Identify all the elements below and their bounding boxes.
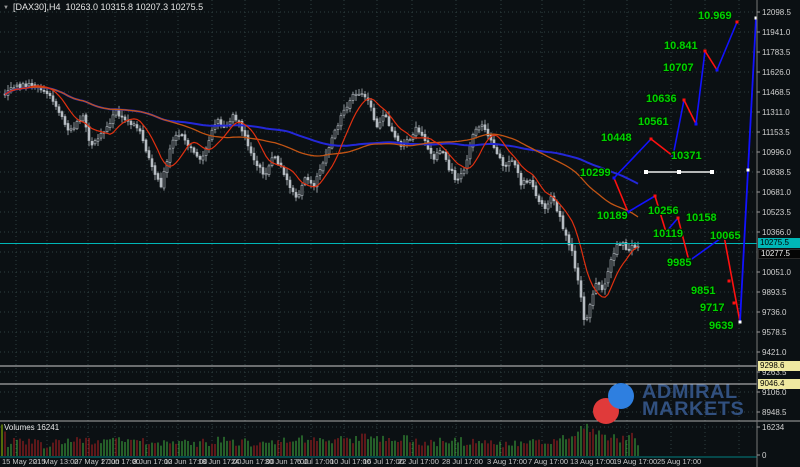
candles-layer [3,79,640,326]
time-axis-label: 6 Jul 17:00 [297,457,334,466]
time-axis-label: 24 Jun 17:00 [231,457,274,466]
projection-level-label: 9717 [700,302,724,314]
projection-level-label: 10299 [580,167,611,179]
price-axis-label: 12098.5 [762,8,791,17]
projection-level-label: 9639 [709,320,733,332]
projection-level-label: 10371 [671,150,702,162]
ask-price-tag: 10277.5 [758,249,800,259]
projection-level-label: 10.969 [698,10,732,22]
price-axis-label: 11311.0 [762,108,790,117]
horizontal-level-lines [0,365,757,385]
time-axis-label: 12 Jun 17:00 [164,457,207,466]
time-axis-label: 7 Aug 17:00 [528,457,568,466]
projection-level-label: 10119 [653,228,683,240]
projection-level-label: 10189 [597,210,628,222]
time-axis-label: 8 Jun 17:00 [133,457,172,466]
price-axis-label: 11783.5 [762,48,791,57]
volume-axis-label: 0 [762,451,767,460]
price-axis-label: 9893.5 [762,288,787,297]
projection-level-label: 10636 [646,93,677,105]
price-axis-label: 10366.0 [762,228,791,237]
price-axis-label: 10051.0 [762,268,791,277]
price-axis-label: 11153.5 [762,128,790,137]
time-axis-label: 13 Aug 17:00 [570,457,614,466]
projection-level-label: 9985 [667,257,691,269]
symbol-dropdown-icon[interactable]: ▼ [3,5,9,11]
projection-level-label: 10.841 [664,40,698,52]
volumes-indicator-label: Volumes 16241 [4,423,60,432]
volume-axis-label: 16234 [762,423,785,432]
time-axis-label: 2 Jun 17:00 [101,457,140,466]
time-axis-label: 19 Aug 17:00 [613,457,657,466]
projection-level-label: 10256 [648,205,679,217]
ma-fast-red-line [4,85,639,298]
time-axis-label: 22 Jul 17:00 [398,457,439,466]
price-axis-label: 10523.5 [762,208,791,217]
price-axis-label: 9736.0 [762,308,787,317]
price-axis-label: 11468.5 [762,88,791,97]
price-axis-label: 9106.0 [762,388,787,397]
logo-text-line2: MARKETS [642,399,745,420]
bid-price-tag: 10275.5 [758,238,800,248]
level-price-tag: 9046.4 [758,379,800,389]
time-axis-label: 16 Jul 17:00 [363,457,404,466]
projection-level-label: 9851 [691,285,715,297]
price-axis-label: 10681.0 [762,188,791,197]
price-axis-label: 8948.5 [762,408,787,417]
price-axis-label: 10996.0 [762,148,791,157]
projection-level-label: 10561 [638,116,669,128]
projection-level-label: 10065 [710,230,741,242]
projection-level-label: 10158 [686,212,717,224]
time-axis-label: 18 Jun 17:00 [198,457,241,466]
time-axis-label: 28 Jul 17:00 [442,457,483,466]
symbol-period-label: [DAX30],H4 [12,2,61,12]
ma-slow-orange-line [4,86,639,218]
time-axis-label: 21 May 13:00 [33,457,78,466]
time-axis-label: 3 Aug 17:00 [487,457,527,466]
admiral-markets-logo: ADMIRAL MARKETS [592,383,748,425]
time-axis-label: 15 May 2015 [2,457,45,466]
projection-level-label: 10707 [663,62,694,74]
time-axis-label: 27 May 17:00 [74,457,119,466]
grid-layer [0,0,757,456]
price-axis: 12098.5 11941.0 11783.5 11626.0 11468.5 11311… [756,0,791,467]
white-trendline[interactable] [644,170,714,174]
price-axis-label: 9263.5 [762,368,787,377]
time-axis-label: 10 Jul 17:00 [330,457,371,466]
time-axis-label: 30 Jun 17:00 [265,457,308,466]
chart-title: ▼ [DAX30],H4 10263.0 10315.8 10207.3 1027… [3,2,203,12]
price-axis-label: 10838.5 [762,168,791,177]
projection-level-label: 10448 [601,132,632,144]
logo-text-line1: ADMIRAL [642,382,738,403]
price-axis-label: 11626.0 [762,68,791,77]
price-axis-label: 11941.0 [762,28,791,37]
projection-zigzag: 10299 10448 10371 10636 10561 10.841 10707 10.9… [579,9,758,333]
logo-blue-circle-icon [608,383,634,409]
price-axis-label: 9578.5 [762,328,787,337]
ohlc-values: 10263.0 10315.8 10207.3 10275.5 [65,2,204,12]
level-price-tag: 9298.6 [758,361,800,371]
time-axis-label: 25 Aug 17:00 [657,457,701,466]
volume-histogram [0,420,800,458]
price-axis-label: 9421.0 [762,348,787,357]
